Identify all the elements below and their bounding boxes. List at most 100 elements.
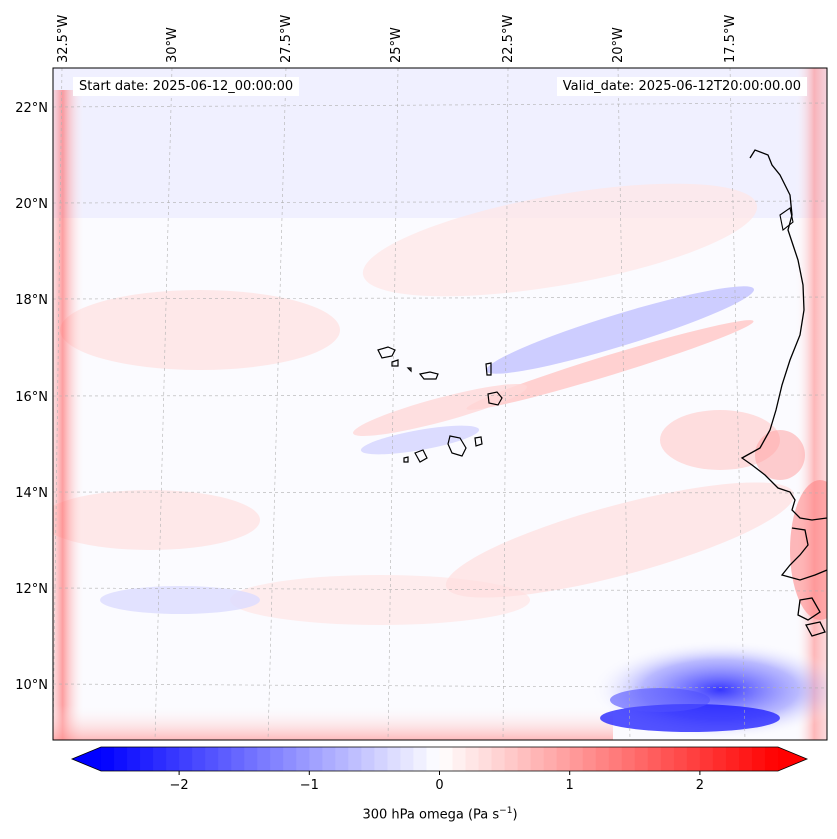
colorbar-title: 300 hPa omega (Pa s−1) bbox=[0, 806, 837, 822]
start-date-label: Start date: 2025-06-12_00:00:00 bbox=[73, 77, 300, 96]
colorbar-step bbox=[608, 747, 623, 771]
colorbar-step bbox=[569, 747, 584, 771]
colorbar-title-prefix: 300 hPa omega (Pa s bbox=[362, 807, 500, 823]
colorbar-step bbox=[179, 747, 193, 771]
africa-coastline bbox=[740, 149, 827, 637]
lat-label: 16°N bbox=[15, 390, 48, 405]
lon-label: 30°W bbox=[165, 27, 180, 63]
colorbar-step bbox=[192, 747, 206, 771]
colorbar-step bbox=[270, 747, 284, 771]
colorbar-step bbox=[543, 747, 558, 771]
colorbar-tick-label: −1 bbox=[300, 778, 319, 793]
colorbar-step bbox=[114, 747, 128, 771]
lon-label: 20°W bbox=[611, 27, 626, 63]
lat-label: 22°N bbox=[15, 101, 48, 116]
colorbar-step bbox=[621, 747, 636, 771]
colorbar-steps bbox=[101, 747, 779, 771]
island-brava bbox=[403, 456, 409, 463]
colorbar-step bbox=[335, 747, 349, 771]
colorbar-step bbox=[322, 747, 336, 771]
colorbar-step bbox=[127, 747, 141, 771]
island-santa-luzia bbox=[406, 367, 412, 373]
colorbar-max-extend-arrow bbox=[778, 747, 807, 771]
lat-label: 14°N bbox=[15, 486, 48, 501]
colorbar-step bbox=[491, 747, 506, 771]
lon-label: 27.5°W bbox=[279, 15, 294, 63]
lon-label: 25°W bbox=[389, 27, 404, 63]
colorbar-outline bbox=[70, 746, 809, 772]
colorbar-title-suffix: ) bbox=[512, 807, 518, 823]
lat-label: 10°N bbox=[15, 678, 48, 693]
latitude-labels: 22°N 20°N 18°N 16°N 14°N 12°N 10°N bbox=[15, 101, 48, 693]
colorbar-step bbox=[530, 747, 545, 771]
colorbar-step bbox=[751, 747, 766, 771]
island-fogo bbox=[414, 449, 428, 463]
lat-label: 12°N bbox=[15, 582, 48, 597]
colorbar-step bbox=[660, 747, 675, 771]
colorbar-step bbox=[244, 747, 258, 771]
colorbar-step bbox=[764, 747, 779, 771]
colorbar: −2 −1 0 1 2 bbox=[70, 746, 809, 793]
colorbar-step bbox=[205, 747, 219, 771]
colorbar-tick-label: 0 bbox=[435, 778, 443, 793]
colorbar-title-exponent: −1 bbox=[499, 806, 513, 816]
colorbar-step bbox=[452, 747, 467, 771]
colorbar-step bbox=[725, 747, 740, 771]
colorbar-ticks: −2 −1 0 1 2 bbox=[170, 771, 704, 793]
colorbar-step bbox=[153, 747, 167, 771]
colorbar-step bbox=[231, 747, 245, 771]
colorbar-step bbox=[140, 747, 154, 771]
lon-label: 32.5°W bbox=[56, 15, 71, 63]
island-maio bbox=[474, 436, 483, 447]
cape-verde-islands bbox=[377, 346, 503, 463]
colorbar-step bbox=[257, 747, 271, 771]
island-sal bbox=[485, 362, 492, 376]
colorbar-step bbox=[387, 747, 401, 771]
colorbar-step bbox=[426, 747, 440, 771]
colorbar-step bbox=[465, 747, 480, 771]
island-sao-vicente bbox=[391, 359, 399, 367]
lon-label: 17.5°W bbox=[723, 15, 738, 63]
colorbar-step bbox=[582, 747, 597, 771]
colorbar-step bbox=[712, 747, 727, 771]
colorbar-step bbox=[738, 747, 753, 771]
colorbar-step bbox=[283, 747, 297, 771]
colorbar-tick-label: 2 bbox=[696, 778, 704, 793]
colorbar-step bbox=[673, 747, 688, 771]
colorbar-tick-label: −2 bbox=[170, 778, 189, 793]
colorbar-step bbox=[504, 747, 519, 771]
island-santiago bbox=[447, 435, 467, 457]
graticule bbox=[53, 68, 827, 740]
colorbar-step bbox=[309, 747, 323, 771]
colorbar-step bbox=[218, 747, 232, 771]
lon-label: 22.5°W bbox=[501, 15, 516, 63]
island-sao-nicolau bbox=[418, 371, 439, 380]
colorbar-step bbox=[101, 747, 115, 771]
colorbar-step bbox=[413, 747, 427, 771]
colorbar-step bbox=[166, 747, 180, 771]
colorbar-tick-label: 1 bbox=[566, 778, 574, 793]
island-boa-vista bbox=[487, 391, 503, 406]
map-frame bbox=[52, 67, 828, 741]
colorbar-step bbox=[647, 747, 662, 771]
colorbar-step bbox=[686, 747, 701, 771]
colorbar-step bbox=[634, 747, 649, 771]
colorbar-min-extend-arrow bbox=[72, 747, 101, 771]
lat-label: 20°N bbox=[15, 197, 48, 212]
lat-label: 18°N bbox=[15, 293, 48, 308]
colorbar-step bbox=[439, 747, 454, 771]
longitude-labels: 32.5°W 30°W 27.5°W 25°W 22.5°W 20°W 17.5… bbox=[56, 15, 738, 63]
colorbar-step bbox=[595, 747, 610, 771]
colorbar-step bbox=[478, 747, 493, 771]
colorbar-step bbox=[361, 747, 375, 771]
colorbar-step bbox=[400, 747, 414, 771]
colorbar-step bbox=[374, 747, 388, 771]
valid-date-label: Valid_date: 2025-06-12T20:00:00.00 bbox=[556, 77, 807, 96]
island-santo-antao bbox=[377, 346, 396, 359]
colorbar-step bbox=[348, 747, 362, 771]
colorbar-step bbox=[517, 747, 532, 771]
omega-field bbox=[53, 68, 827, 740]
colorbar-step bbox=[556, 747, 571, 771]
colorbar-step bbox=[296, 747, 310, 771]
